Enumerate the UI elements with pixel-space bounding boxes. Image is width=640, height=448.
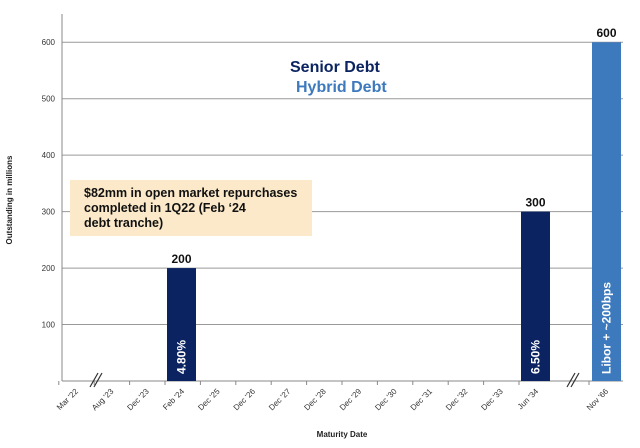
- axis-break-mark: [93, 372, 103, 388]
- x-tick-label: Dec '30: [373, 386, 399, 412]
- bar-value-label: 200: [171, 252, 191, 266]
- x-tick-label: Nov '66: [585, 386, 611, 412]
- axis-break-mark: [570, 372, 580, 388]
- legend-hybrid-debt: Hybrid Debt: [296, 79, 387, 96]
- y-tick-label: 500: [42, 95, 56, 104]
- x-tick-label: Dec '23: [125, 386, 151, 412]
- bar-rate-label: Libor + ~200bps: [600, 282, 614, 374]
- y-tick-label: 400: [42, 151, 56, 160]
- x-tick-label: Mar '22: [55, 386, 80, 411]
- y-tick-label: 200: [42, 264, 56, 273]
- x-tick-label: Dec '26: [232, 386, 258, 412]
- x-tick-label: Feb '24: [161, 386, 186, 411]
- bar-rate-label: 4.80%: [175, 340, 189, 374]
- bar-jun-34: [521, 211, 550, 381]
- y-tick-label: 100: [42, 321, 56, 330]
- bar-nov-66: [592, 42, 621, 381]
- axis-break-mark: [89, 372, 99, 388]
- x-tick-label: Jun '34: [516, 386, 541, 411]
- y-tick-label: 300: [42, 208, 56, 217]
- annotation-box: [70, 180, 312, 236]
- bar-feb-24: [167, 268, 196, 381]
- bar-value-label: 600: [596, 26, 616, 40]
- x-tick-label: Dec '28: [302, 386, 328, 412]
- y-tick-label: 600: [42, 38, 56, 47]
- x-tick-label: Dec '29: [338, 386, 364, 412]
- y-axis-title: Outstanding in millions: [5, 155, 14, 244]
- x-tick-label: Dec '25: [196, 386, 222, 412]
- annotation-text: completed in 1Q22 (Feb ‘24: [84, 201, 246, 215]
- legend-senior-debt: Senior Debt: [290, 59, 380, 76]
- x-tick-label: Dec '33: [479, 386, 505, 412]
- x-axis-title: Maturity Date: [317, 430, 368, 439]
- x-tick-label: Dec '32: [444, 386, 470, 412]
- axis-break-mark: [566, 372, 576, 388]
- bar-rate-label: 6.50%: [529, 340, 543, 374]
- annotation-text: $82mm in open market repurchases: [84, 186, 297, 200]
- x-tick-label: Dec '27: [267, 386, 293, 412]
- x-tick-label: Aug '23: [90, 386, 116, 412]
- x-tick-label: Dec '31: [409, 386, 435, 412]
- annotation-text: debt tranche): [84, 216, 163, 230]
- bar-value-label: 300: [525, 196, 545, 210]
